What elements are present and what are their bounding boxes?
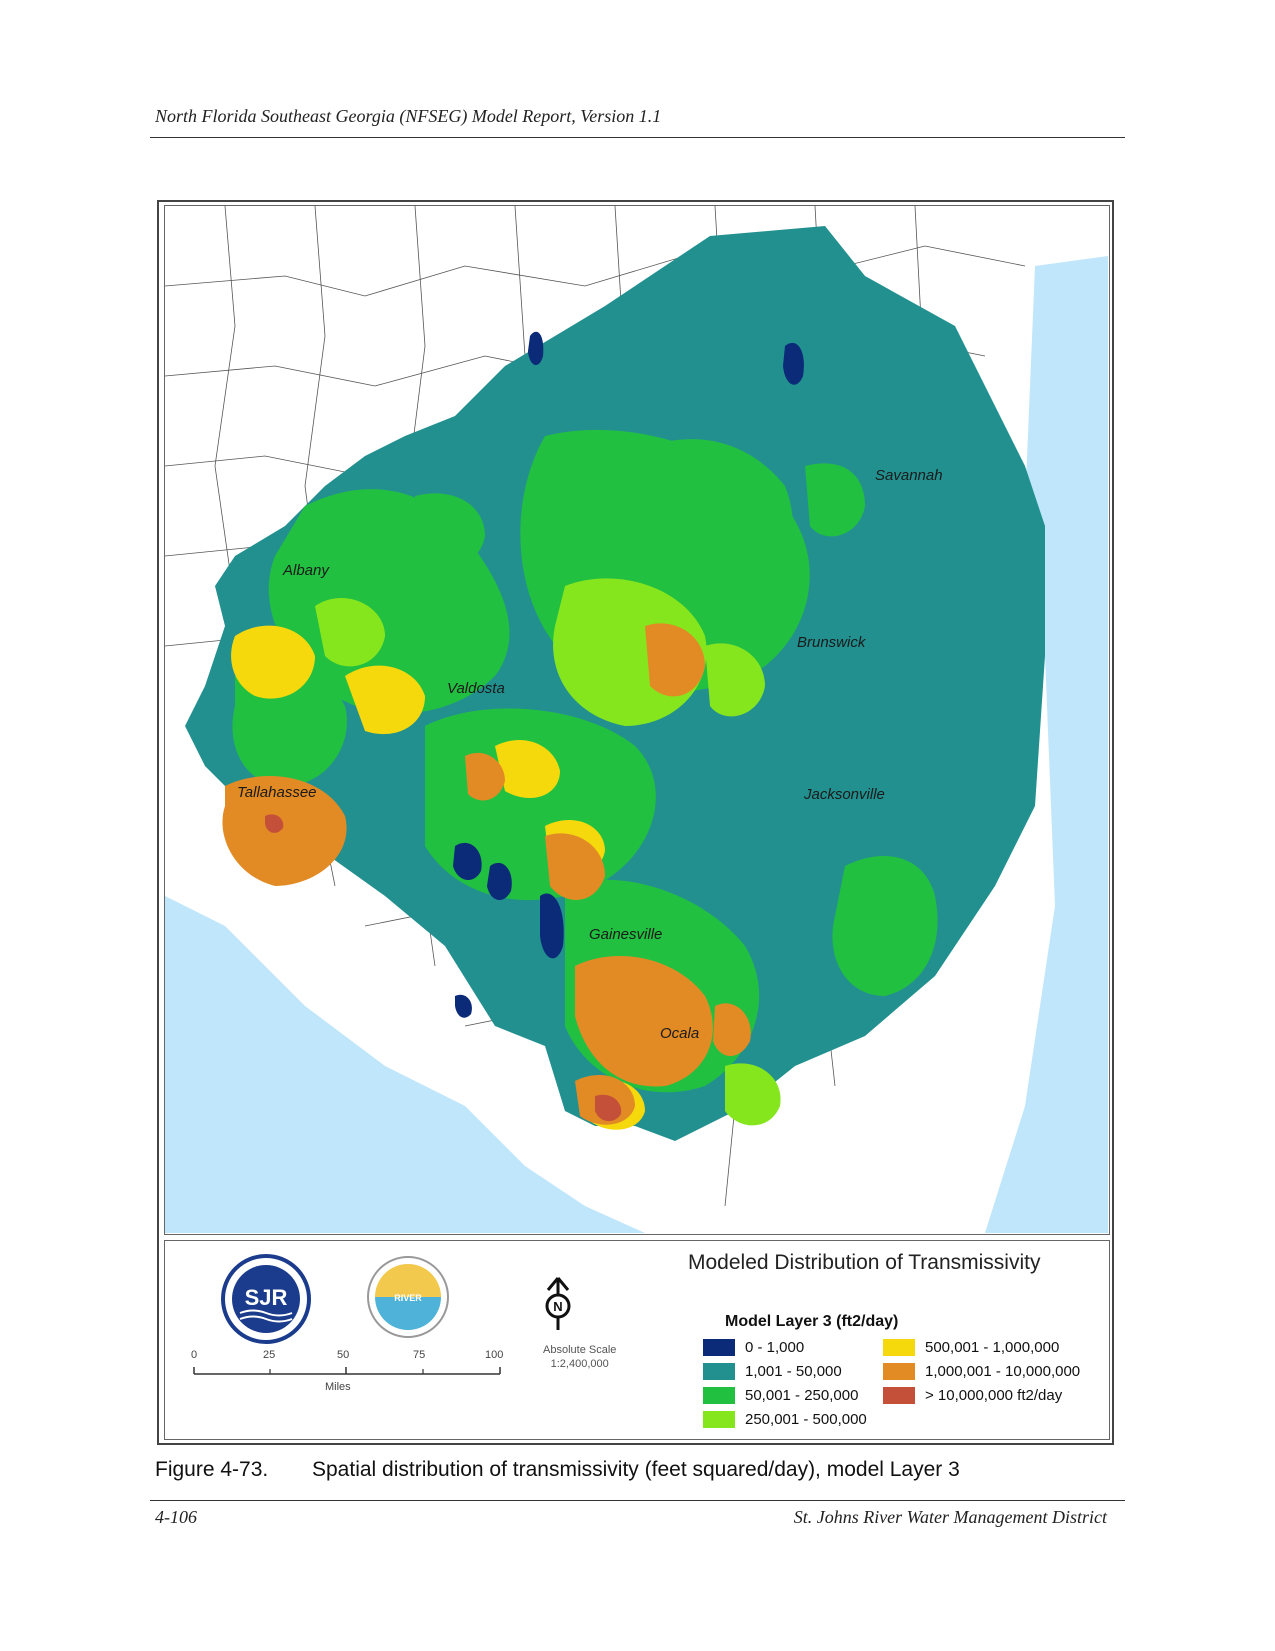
transmissivity-map: Savannah Albany Brunswick Valdosta Jacks… [164,205,1110,1235]
sjr-logo: SJR [221,1254,311,1344]
report-header-title: North Florida Southeast Georgia (NFSEG) … [155,106,662,126]
city-label-brunswick: Brunswick [797,634,867,651]
absolute-scale-value: 1:2,400,000 [550,1358,609,1370]
legend-label: 500,001 - 1,000,000 [925,1339,1060,1356]
scale-tick-0: 0 [191,1349,198,1361]
gulf-of-mexico [165,896,645,1233]
scale-tick-100: 100 [485,1349,504,1361]
city-label-ocala: Ocala [660,1025,699,1042]
footer-organization: St. Johns River Water Management Distric… [793,1507,1107,1527]
legend-item: 500,001 - 1,000,000 [883,1339,1059,1356]
legend-item: 50,001 - 250,000 [703,1387,858,1404]
scale-unit: Miles [325,1381,351,1393]
legend-subtitle: Model Layer 3 (ft2/day) [725,1313,899,1330]
figure-caption: Spatial distribution of transmissivity (… [312,1458,960,1481]
svg-text:N: N [553,1299,562,1314]
absolute-scale-label: Absolute Scale [543,1344,617,1356]
absolute-scale: Absolute Scale 1:2,400,000 [543,1343,616,1371]
legend-label: 1,000,001 - 10,000,000 [925,1363,1081,1380]
legend-item: 250,001 - 500,000 [703,1411,867,1428]
north-arrow-icon: N [545,1277,571,1330]
scale-tick-75: 75 [413,1349,426,1361]
city-label-tallahassee: Tallahassee [237,784,317,801]
legend-item: 1,001 - 50,000 [703,1363,842,1380]
page-number: 4-106 [155,1507,197,1527]
scale-tick-25: 25 [263,1349,276,1361]
legend-label: 250,001 - 500,000 [745,1411,867,1428]
header-rule [150,137,1125,138]
scale-tick-50: 50 [337,1349,350,1361]
legend-title: Modeled Distribution of Transmissivity [688,1251,1041,1274]
legend-label: > 10,000,000 ft2/day [925,1387,1063,1404]
city-label-savannah: Savannah [875,467,943,484]
footer-rule [150,1500,1125,1501]
legend-item: > 10,000,000 ft2/day [883,1387,1062,1404]
legend-swatch [883,1387,915,1404]
legend-swatch [703,1411,735,1428]
atlantic-ocean [985,256,1108,1233]
legend-swatch [883,1363,915,1380]
river-logo: RIVER [367,1256,449,1338]
svg-text:SJR: SJR [245,1285,288,1310]
city-label-valdosta: Valdosta [447,680,505,697]
legend-label: 0 - 1,000 [745,1339,805,1356]
legend-label: 50,001 - 250,000 [745,1387,859,1404]
legend-label: 1,001 - 50,000 [745,1363,842,1380]
city-label-albany: Albany [282,562,330,579]
legend-swatch [703,1363,735,1380]
map-legend: SJR RIVER N Absolute Scale 1:2,400,000 0… [164,1240,1110,1440]
legend-swatch [703,1387,735,1404]
city-label-gainesville: Gainesville [589,926,662,943]
city-label-jacksonville: Jacksonville [803,786,885,803]
legend-item: 0 - 1,000 [703,1339,804,1356]
svg-text:RIVER: RIVER [394,1293,422,1303]
figure-number: Figure 4-73. [155,1458,269,1481]
scale-bar [193,1367,501,1375]
legend-swatch [883,1339,915,1356]
legend-swatch [703,1339,735,1356]
legend-item: 1,000,001 - 10,000,000 [883,1363,1080,1380]
